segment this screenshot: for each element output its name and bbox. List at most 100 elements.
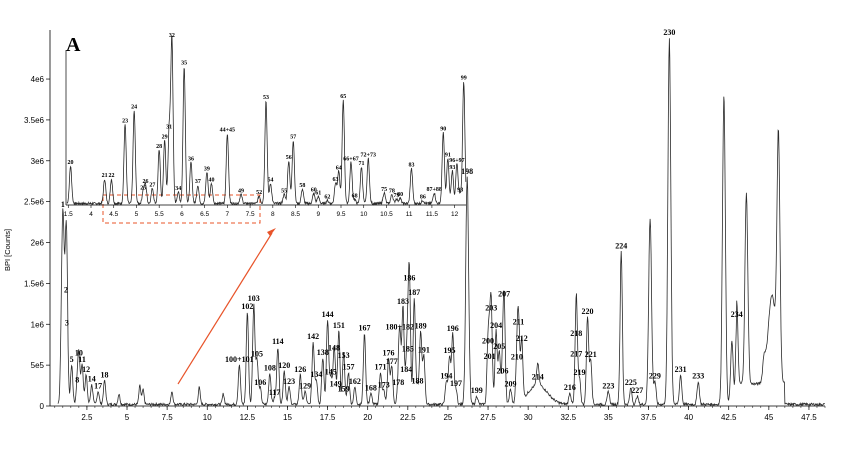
peak-label: 230 (663, 28, 675, 37)
x-tick-label: 25 (443, 413, 452, 422)
inset-peak-label: 55 (281, 188, 287, 194)
x-tick-label: 47.5 (801, 413, 817, 422)
inset-x-tick-label: 7.5 (246, 211, 255, 218)
peak-label: 157 (342, 362, 354, 371)
inset-peak-label: 63 (333, 177, 339, 183)
y-tick-label: 0 (40, 402, 45, 411)
inset-peak-label: 32 (169, 33, 175, 39)
y-tick-label: 2.5e6 (24, 198, 45, 207)
peak-label: 197 (450, 379, 462, 388)
x-tick-label: 5 (125, 413, 130, 422)
peak-label: 100+101 (225, 355, 254, 364)
inset-x-tick-label: 8 (271, 211, 275, 218)
peak-label: 176 (383, 349, 395, 358)
peak-label: 189 (415, 322, 427, 331)
inset-x-tick-label: 5 (135, 211, 139, 218)
peak-label: 225 (625, 378, 637, 387)
inset-x-tick-label: 10 (360, 211, 368, 218)
inset-peak-label: 78 (389, 188, 395, 194)
peak-label: 162 (349, 377, 361, 386)
x-tick-label: 10 (203, 413, 212, 422)
x-tick-label: 32.5 (560, 413, 576, 422)
inset-peak-label: 75 (381, 187, 387, 193)
inset-peak-label: 54 (268, 178, 274, 184)
peak-label: 134 (310, 370, 322, 379)
x-tick-label: 30 (524, 413, 533, 422)
peak-label: 205 (493, 342, 505, 351)
peak-label: 217 (570, 349, 582, 358)
x-tick-label: 2.5 (81, 413, 93, 422)
x-tick-label: 42.5 (721, 413, 737, 422)
inset-peak-label: 21 (102, 173, 108, 179)
peak-label: 177 (386, 357, 398, 366)
y-tick-label: 1e6 (31, 320, 45, 329)
peak-label: 103 (248, 294, 260, 303)
peak-label: 223 (602, 381, 614, 390)
peak-label: 171 (375, 362, 387, 371)
x-tick-label: 15 (283, 413, 292, 422)
peak-label: 227 (631, 386, 643, 395)
inset-peak-label: 98 (457, 188, 463, 194)
inset-x-tick-label: 5.5 (155, 211, 164, 218)
peak-label: 218 (570, 329, 582, 338)
inset-peak-label: 34 (175, 186, 181, 192)
inset-x-tick-label: 6.5 (200, 211, 209, 218)
inset-peak-label: 93 (449, 165, 455, 171)
peak-label: 106 (254, 378, 266, 387)
zoom-arrow-head (267, 228, 276, 236)
inset-x-tick-label: 12 (451, 211, 459, 218)
inset-x-tick-label: 10.5 (380, 211, 393, 218)
inset-peak-label: 29 (162, 134, 168, 140)
peak-label: 206 (496, 367, 508, 376)
inset-peak-label: 37 (195, 179, 201, 185)
peak-label: 207 (498, 290, 510, 299)
peak-label: 8 (75, 376, 79, 385)
peak-label: 220 (582, 307, 594, 316)
peak-label: 184 (400, 365, 412, 374)
y-tick-label: 3.5e6 (24, 116, 45, 125)
inset-x-tick-label: 4 (89, 211, 93, 218)
x-tick-label: 17.5 (320, 413, 336, 422)
y-tick-label: 2e6 (31, 239, 45, 248)
peak-label: 102 (241, 302, 253, 311)
inset-peak-label: 99 (461, 76, 467, 82)
y-tick-label: 4e6 (31, 75, 45, 84)
peak-label: 191 (418, 345, 430, 354)
x-tick-label: 7.5 (162, 413, 174, 422)
inset-peak-label: 86 (420, 194, 426, 200)
peak-label: 200 (482, 336, 494, 345)
peak-label: 18 (101, 371, 109, 380)
inset-peak-label: 79 (393, 193, 399, 199)
inset-peak-label: 80 (397, 192, 403, 198)
main-peak-labels: 12358101112141718100+1011021031051061081… (61, 28, 743, 397)
peak-label: 196 (447, 324, 459, 333)
peak-label: 168 (365, 384, 377, 393)
inset-peak-label: 90 (440, 127, 446, 133)
y-tick-label: 3e6 (31, 157, 45, 166)
peak-label: 198 (461, 167, 473, 176)
peak-label: 204 (490, 321, 502, 330)
peak-label: 185 (402, 345, 414, 354)
peak-label: 233 (692, 371, 704, 380)
inset-peak-label: 62 (324, 194, 330, 200)
peak-label: 11 (78, 355, 86, 364)
peak-label: 120 (278, 361, 290, 370)
inset-peak-label: 31 (166, 124, 172, 130)
inset-peak-label: 66+67 (343, 156, 358, 162)
inset-peak-label: 25 (140, 185, 146, 191)
inset-x-tick-label: 11.5 (426, 211, 439, 218)
inset-peak-label: 23 (122, 118, 128, 124)
inset-peak-label: 65 (340, 94, 346, 100)
inset-peak-label: 36 (188, 156, 194, 162)
peak-label: 203 (485, 304, 497, 313)
inset-peak-label: 39 (204, 166, 210, 172)
peak-label: 3 (65, 318, 69, 327)
inset-peak-label: 44+45 (220, 127, 235, 133)
inset-peak-label: 49 (238, 188, 244, 194)
peak-label: 199 (471, 386, 483, 395)
inset-x-tick-label: 8.5 (291, 211, 300, 218)
inset-peak-label: 71 (358, 161, 364, 167)
inset-peak-label: 68 (352, 194, 358, 200)
peak-label: 1 (61, 200, 65, 209)
peak-label: 188 (411, 376, 423, 385)
